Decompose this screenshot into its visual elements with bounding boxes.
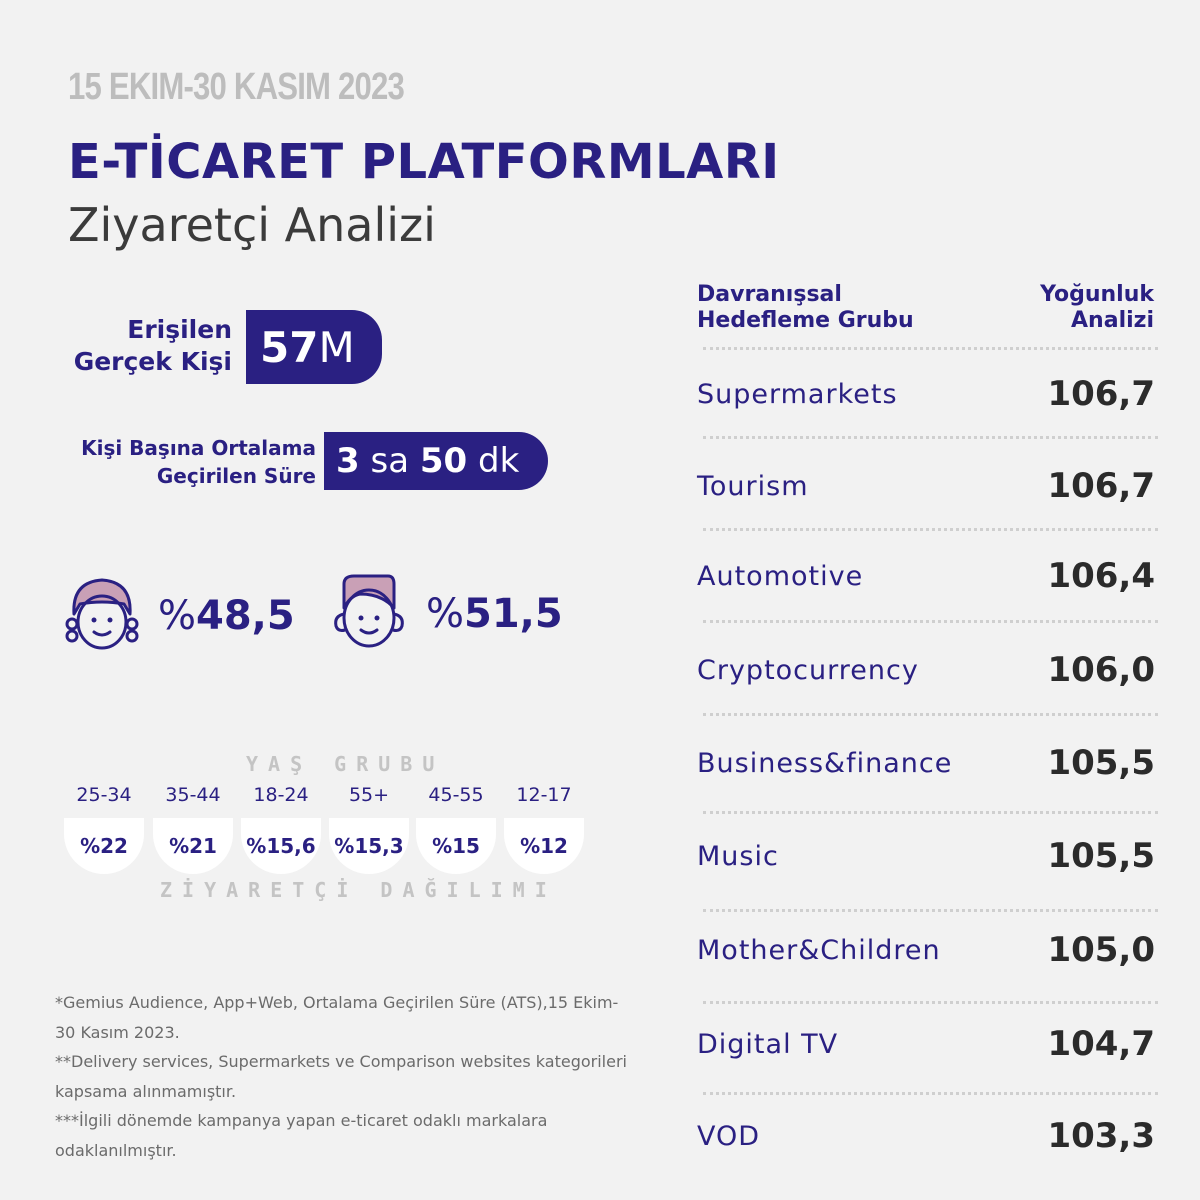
reach-value-number: 57 — [260, 322, 319, 372]
table-header-category-line2: Hedefleme Grubu — [697, 308, 914, 333]
row-category: Automotive — [697, 560, 864, 592]
age-range: 45-55 — [428, 784, 484, 806]
female-percent-symbol: % — [158, 593, 197, 639]
row-divider — [703, 620, 1158, 623]
footnote-1: *Gemius Audience, App+Web, Ortalama Geçi… — [55, 993, 619, 1042]
table-row: VOD 103,3 — [697, 1106, 1155, 1166]
female-face-icon — [64, 574, 140, 658]
row-category: Music — [697, 840, 779, 872]
row-category: Supermarkets — [697, 378, 898, 410]
male-percentage: %51,5 — [426, 591, 563, 637]
time-label-line2: Geçirilen Süre — [156, 464, 316, 488]
age-percentage: %15,6 — [241, 818, 321, 874]
male-percent-symbol: % — [426, 591, 465, 637]
female-percentage: %48,5 — [158, 593, 295, 639]
table-row: Automotive 106,4 — [697, 546, 1155, 606]
age-range: 55+ — [348, 784, 390, 806]
row-category: Digital TV — [697, 1028, 839, 1060]
age-percentage: %12 — [504, 818, 584, 874]
row-value: 103,3 — [1047, 1116, 1155, 1156]
table-header-category-line1: Davranışsal — [697, 282, 842, 307]
age-percentage: %22 — [64, 818, 144, 874]
row-category: Business&finance — [697, 747, 953, 779]
row-value: 105,0 — [1047, 930, 1155, 970]
female-percent-value: 48,5 — [196, 593, 295, 639]
age-group-45-55: 45-55 %15 — [416, 784, 496, 874]
table-row: Cryptocurrency 106,0 — [697, 640, 1155, 700]
table-row: Supermarkets 106,7 — [697, 364, 1155, 424]
reach-label-line1: Erişilen — [127, 315, 232, 344]
row-divider — [703, 1001, 1158, 1004]
visitor-distribution-title: ZİYARETÇİ DAĞILIMI — [160, 878, 557, 902]
row-divider — [703, 528, 1158, 531]
row-value: 106,4 — [1047, 556, 1155, 596]
time-hours: 3 — [336, 441, 360, 481]
table-header-index: Yoğunluk Analizi — [1040, 282, 1154, 334]
age-range: 12-17 — [516, 784, 572, 806]
footnote-3: ***İlgili dönemde kampanya yapan e-ticar… — [55, 1111, 548, 1160]
age-group-12-17: 12-17 %12 — [504, 784, 584, 874]
row-category: Mother&Children — [697, 934, 941, 966]
age-group-18-24: 18-24 %15,6 — [241, 784, 321, 874]
time-label-line1: Kişi Başına Ortalama — [81, 436, 316, 460]
row-divider — [703, 909, 1158, 912]
reach-value-badge: 57 M — [246, 310, 382, 384]
row-value: 104,7 — [1047, 1024, 1155, 1064]
age-range: 35-44 — [165, 784, 221, 806]
table-header-category: Davranışsal Hedefleme Grubu — [697, 282, 914, 334]
age-percentage: %15,3 — [329, 818, 409, 874]
row-category: Tourism — [697, 470, 809, 502]
reach-value-unit: M — [318, 322, 355, 372]
table-row: Mother&Children 105,0 — [697, 920, 1155, 980]
time-label: Kişi Başına Ortalama Geçirilen Süre — [81, 434, 316, 490]
age-range: 25-34 — [76, 784, 132, 806]
row-divider — [703, 811, 1158, 814]
time-minutes: 50 — [419, 441, 468, 481]
male-face-icon — [330, 572, 408, 656]
reach-label-line2: Gerçek Kişi — [73, 347, 232, 376]
page-subtitle: Ziyaretçi Analizi — [68, 198, 436, 252]
date-range: 15 EKIM-30 KASIM 2023 — [68, 66, 405, 108]
reach-label: Erişilen Gerçek Kişi — [74, 314, 232, 378]
time-minutes-unit: dk — [478, 441, 520, 481]
age-group-25-34: 25-34 %22 — [64, 784, 144, 874]
row-category: Cryptocurrency — [697, 654, 919, 686]
row-value: 105,5 — [1047, 743, 1155, 783]
age-group-35-44: 35-44 %21 — [153, 784, 233, 874]
row-divider — [703, 436, 1158, 439]
table-row: Tourism 106,7 — [697, 456, 1155, 516]
table-row: Music 105,5 — [697, 826, 1155, 886]
footnote-2: **Delivery services, Supermarkets ve Com… — [55, 1052, 627, 1101]
row-value: 105,5 — [1047, 836, 1155, 876]
age-percentage: %21 — [153, 818, 233, 874]
table-header-index-line1: Yoğunluk — [1040, 282, 1154, 307]
row-category: VOD — [697, 1120, 761, 1152]
row-value: 106,0 — [1047, 650, 1155, 690]
footnotes: *Gemius Audience, App+Web, Ortalama Geçi… — [55, 988, 635, 1165]
male-stat: %51,5 — [330, 572, 563, 656]
age-group-title: YAŞ GRUBU — [246, 752, 445, 776]
table-header-index-line2: Analizi — [1071, 308, 1154, 333]
age-percentage: %15 — [416, 818, 496, 874]
page-title: E-TİCARET PLATFORMLARI — [68, 134, 780, 190]
table-row: Business&finance 105,5 — [697, 733, 1155, 793]
male-percent-value: 51,5 — [464, 591, 563, 637]
age-range: 18-24 — [253, 784, 309, 806]
row-divider — [703, 347, 1158, 350]
table-row: Digital TV 104,7 — [697, 1014, 1155, 1074]
row-value: 106,7 — [1047, 466, 1155, 506]
time-value-badge: 3 sa 50 dk — [324, 432, 548, 490]
row-divider — [703, 713, 1158, 716]
female-stat: %48,5 — [64, 574, 295, 658]
time-hours-unit: sa — [370, 441, 410, 481]
row-value: 106,7 — [1047, 374, 1155, 414]
age-group-55plus: 55+ %15,3 — [329, 784, 409, 874]
row-divider — [703, 1092, 1158, 1095]
